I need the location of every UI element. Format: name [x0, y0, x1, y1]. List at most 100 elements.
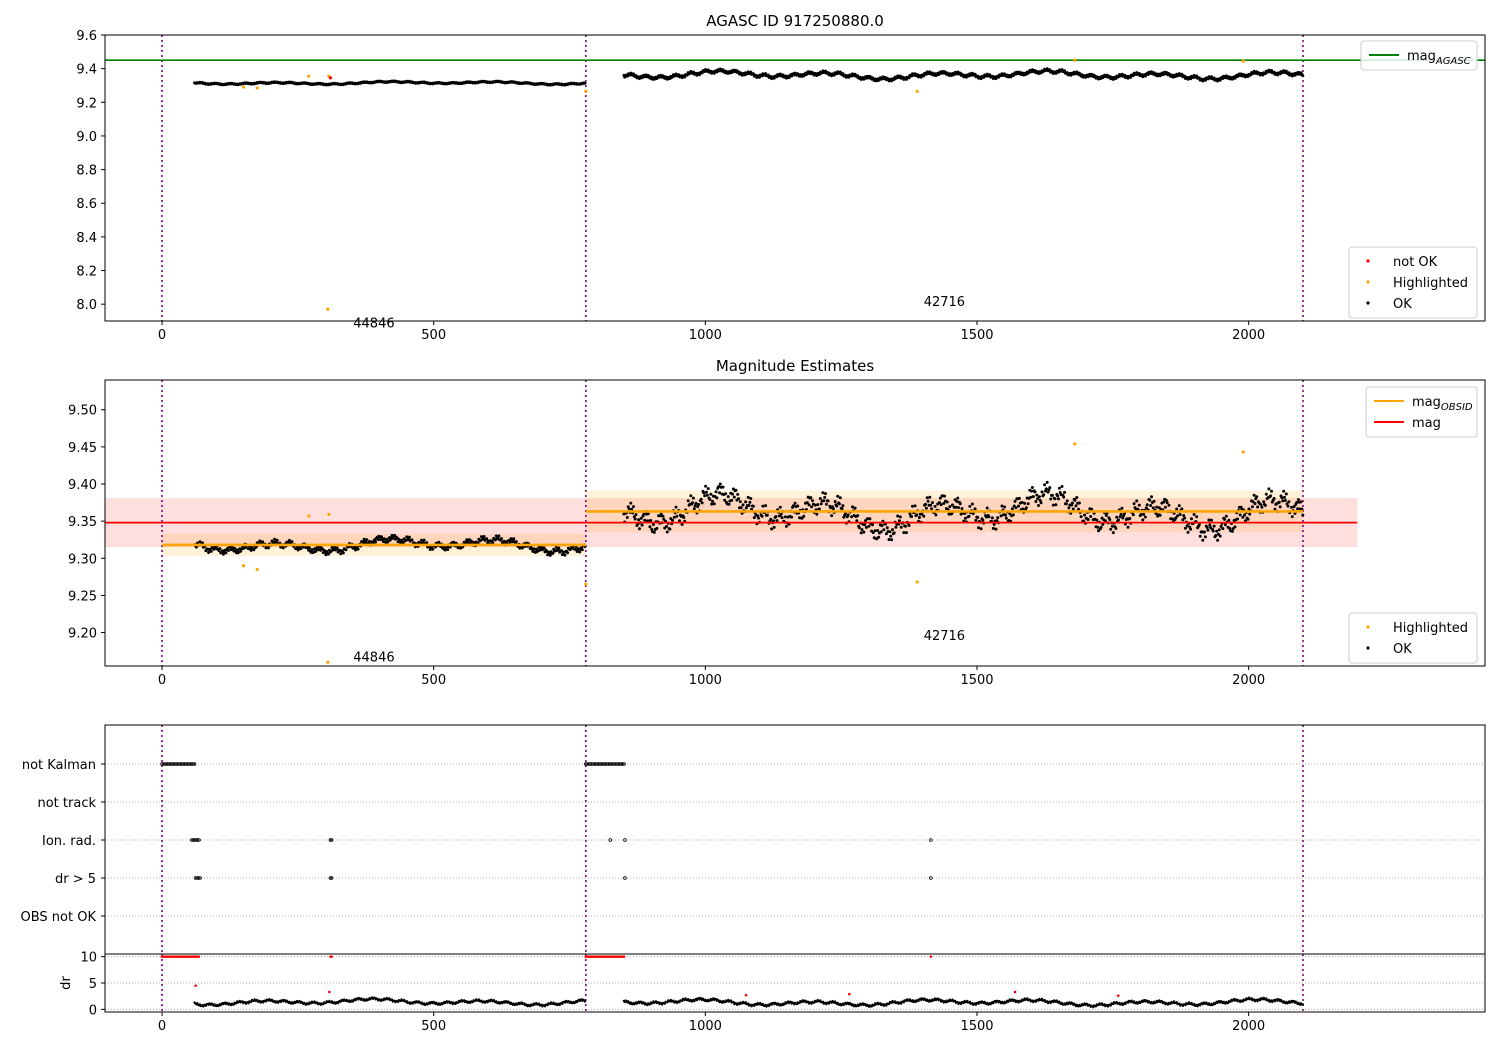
dr-point: [968, 1000, 971, 1003]
ok-point: [665, 530, 669, 534]
ok-point: [649, 519, 653, 522]
ok-point: [1144, 506, 1148, 510]
ok-point: [888, 530, 892, 534]
ok-point: [902, 531, 906, 535]
ok-point: [997, 75, 1000, 79]
ok-point: [578, 550, 582, 554]
dr-not-ok-point: [1116, 994, 1120, 997]
ok-point: [1048, 486, 1052, 490]
ok-point: [1165, 501, 1169, 505]
legend-box: [1348, 612, 1478, 664]
ok-point: [942, 501, 946, 505]
ok-point: [1021, 507, 1025, 511]
ok-point: [816, 503, 820, 507]
ok-point: [1251, 500, 1255, 504]
ok-point: [672, 515, 676, 519]
ok-point: [718, 491, 721, 495]
ok-point: [380, 535, 383, 539]
legend-point-marker: [1366, 280, 1370, 284]
flag-marker: [198, 876, 202, 880]
ok-point: [267, 546, 270, 550]
ok-point: [485, 537, 489, 541]
ok-point: [548, 553, 552, 557]
ok-point: [1038, 498, 1042, 502]
ok-point: [1023, 501, 1027, 505]
y-tick-label: 9.35: [68, 515, 97, 530]
ok-point: [407, 535, 411, 539]
legend-label: not OK: [1393, 255, 1438, 270]
ok-point: [938, 496, 942, 500]
ok-point: [632, 515, 636, 519]
ok-point: [1243, 519, 1247, 523]
ok-point: [365, 538, 369, 542]
dr-point: [827, 1002, 831, 1005]
ok-point: [761, 504, 765, 508]
ok-point: [840, 507, 844, 511]
ok-point: [1109, 527, 1113, 531]
ok-point: [771, 519, 775, 523]
ok-point: [1063, 69, 1067, 73]
ok-point: [1101, 522, 1105, 526]
flag-category-label: dr > 5: [55, 872, 96, 887]
dr-point: [1178, 1002, 1181, 1005]
ok-point: [376, 538, 380, 542]
ok-point: [889, 534, 893, 538]
ok-point: [772, 525, 776, 529]
ok-point: [1003, 505, 1007, 509]
highlighted-point: [326, 307, 330, 311]
ok-point: [1248, 512, 1252, 516]
ok-point: [1121, 516, 1125, 520]
ok-point: [818, 497, 822, 500]
ok-point: [904, 524, 907, 528]
ok-point: [1224, 514, 1228, 518]
ok-point: [1283, 495, 1286, 499]
ok-point: [1037, 504, 1040, 507]
ok-point: [859, 531, 863, 535]
ok-point: [1250, 505, 1254, 509]
ok-point: [958, 502, 962, 506]
y-tick-label: 9.20: [68, 627, 97, 642]
ok-point: [1004, 516, 1008, 520]
ok-point: [1178, 513, 1182, 516]
ok-point: [957, 506, 960, 510]
dr-point: [885, 1004, 888, 1007]
ok-point: [1122, 514, 1126, 518]
highlighted-point: [255, 86, 259, 90]
ok-point: [1108, 518, 1112, 521]
ok-point: [207, 551, 211, 554]
panel-magnitude-estimates: Magnitude Estimates 44846 42716 0 500 1000 15…: [68, 357, 1486, 688]
ok-point: [1195, 515, 1199, 519]
ok-point: [1212, 76, 1216, 80]
ok-point: [1008, 512, 1012, 516]
ok-point: [580, 548, 584, 552]
ok-point: [307, 546, 311, 550]
ok-point: [1137, 503, 1141, 507]
flag-category-label: not track: [37, 796, 96, 811]
dr-point: [977, 1002, 980, 1005]
dr-point: [959, 1002, 963, 1006]
obsid-label: 42716: [924, 295, 965, 310]
ok-point: [1292, 505, 1296, 509]
ok-point: [1270, 489, 1273, 493]
ok-point: [1040, 490, 1044, 494]
ok-point: [890, 538, 894, 542]
ok-point: [879, 530, 883, 534]
ok-point: [1167, 503, 1171, 507]
ok-point: [689, 494, 693, 498]
ok-point: [697, 503, 701, 506]
ok-point: [1056, 494, 1060, 498]
ok-point: [967, 514, 971, 518]
ok-point: [1035, 493, 1039, 497]
ok-point: [1233, 525, 1237, 529]
ok-point: [532, 547, 536, 551]
ok-point: [930, 507, 934, 511]
ok-point: [1256, 505, 1260, 509]
ok-point: [732, 495, 736, 499]
ok-point: [851, 505, 854, 509]
ok-point: [261, 540, 264, 544]
ok-point: [1221, 527, 1225, 531]
legend-box: [1360, 40, 1478, 71]
ok-point: [752, 516, 756, 520]
ok-point: [431, 547, 435, 551]
ok-point: [638, 527, 641, 531]
